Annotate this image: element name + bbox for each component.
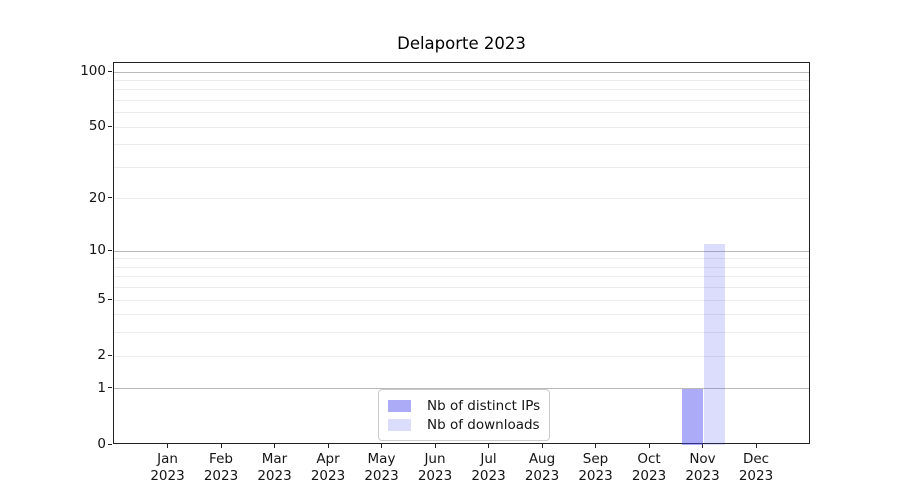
y-gridline-major <box>114 388 809 390</box>
x-tick-label: Feb 2023 <box>203 451 239 484</box>
y-tick <box>108 298 112 300</box>
y-tick <box>108 197 112 199</box>
y-tick <box>108 443 112 445</box>
y-gridline-minor <box>114 287 809 289</box>
y-tick <box>108 354 112 356</box>
x-tick <box>220 444 222 448</box>
y-gridline-minor <box>114 198 809 200</box>
x-tick <box>327 444 329 448</box>
bar-nb-of-distinct-ips <box>681 388 704 445</box>
y-tick <box>108 70 112 72</box>
x-tick <box>541 444 543 448</box>
y-tick <box>108 125 112 127</box>
y-gridline-minor <box>114 112 809 114</box>
x-tick-label: Jan 2023 <box>150 451 185 484</box>
y-gridline-minor <box>114 314 809 316</box>
y-gridline-minor <box>114 276 809 278</box>
x-tick <box>755 444 757 448</box>
legend: Nb of distinct IPs Nb of downloads <box>378 389 551 441</box>
y-gridline-minor <box>114 332 809 334</box>
y-gridline-minor <box>114 89 809 91</box>
x-tick <box>434 444 436 448</box>
x-tick-label: Dec 2023 <box>738 451 774 484</box>
x-tick-label: Sep 2023 <box>578 451 613 484</box>
y-gridline-minor <box>114 258 809 260</box>
y-tick-label: 100 <box>80 63 106 80</box>
y-tick-label: 1 <box>97 379 106 396</box>
legend-label-distinct-ips: Nb of distinct IPs <box>427 397 541 414</box>
y-gridline-minor <box>114 266 809 268</box>
x-tick <box>167 444 168 448</box>
x-tick-label: Aug 2023 <box>524 451 560 484</box>
chart-title: Delaporte 2023 <box>397 34 526 53</box>
y-tick-label: 10 <box>88 242 106 259</box>
y-gridline-minor <box>114 100 809 102</box>
y-tick-label: 5 <box>97 291 106 308</box>
x-tick-label: Jun 2023 <box>417 451 453 484</box>
x-tick <box>274 444 275 448</box>
y-gridline-minor <box>114 126 809 128</box>
y-tick <box>108 249 112 251</box>
legend-label-downloads: Nb of downloads <box>427 416 540 433</box>
legend-swatch-distinct-ips <box>388 399 411 412</box>
legend-swatch-downloads <box>388 418 411 431</box>
x-tick <box>595 444 596 448</box>
y-tick <box>108 387 112 389</box>
y-gridline-minor <box>114 299 809 301</box>
y-gridline-major <box>114 71 809 73</box>
y-gridline-minor <box>114 144 809 146</box>
y-tick-label: 20 <box>88 189 106 206</box>
x-tick-label: May 2023 <box>364 451 399 484</box>
x-tick <box>702 444 703 448</box>
y-gridline-minor <box>114 167 809 168</box>
x-tick-label: Jul 2023 <box>471 451 506 484</box>
x-tick <box>648 444 650 448</box>
x-tick <box>381 444 382 448</box>
bar-nb-of-downloads <box>703 244 726 445</box>
x-tick-label: Oct 2023 <box>631 451 667 484</box>
x-tick-label: Nov 2023 <box>685 451 720 484</box>
y-tick-label: 0 <box>97 436 106 452</box>
y-tick-label: 2 <box>97 347 106 364</box>
legend-item-distinct-ips: Nb of distinct IPs <box>388 396 540 415</box>
y-gridline-major <box>114 250 809 252</box>
x-tick <box>488 444 489 448</box>
y-tick-label: 50 <box>88 118 106 135</box>
legend-item-downloads: Nb of downloads <box>388 415 540 434</box>
x-tick-label: Apr 2023 <box>310 451 346 484</box>
y-gridline-minor <box>114 355 809 357</box>
y-gridline-minor <box>114 79 809 81</box>
plot-area <box>113 62 810 445</box>
x-tick-label: Mar 2023 <box>257 451 292 484</box>
